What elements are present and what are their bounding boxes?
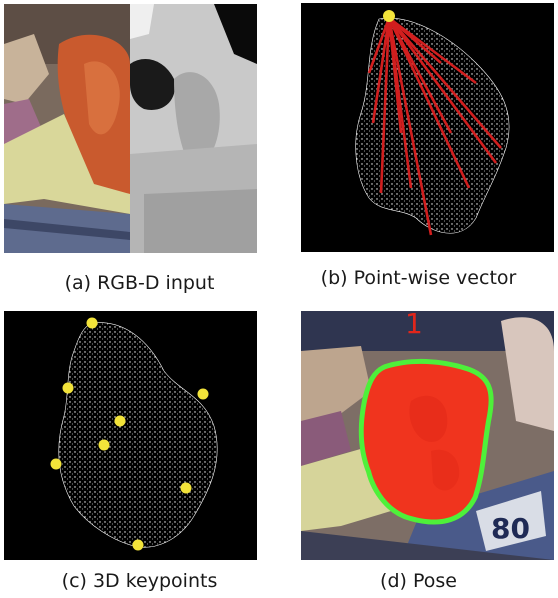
keypoint	[98, 439, 110, 451]
vector-lines	[367, 16, 502, 236]
svg-text:80: 80	[491, 512, 530, 545]
rgbd-input-image	[4, 4, 257, 253]
rgbd-input-panel	[4, 4, 257, 253]
keypoint	[197, 388, 209, 400]
pose-label-number: 1	[405, 311, 423, 340]
caption-pose: (d) Pose	[380, 570, 457, 592]
keypoint	[86, 317, 98, 329]
object-point-cloud	[58, 322, 218, 548]
keypoint	[50, 458, 62, 470]
pointwise-vector-cloud	[355, 10, 510, 236]
pose-panel: 80 1	[301, 311, 554, 560]
keypoint	[132, 539, 144, 551]
keypoints-panel	[4, 311, 257, 560]
pointwise-vector-panel	[301, 3, 554, 252]
caption-rgbd-input: (a) RGB-D input	[64, 272, 215, 294]
caption-3d-keypoints: (c) 3D keypoints	[61, 570, 218, 592]
pose-image: 80	[301, 311, 554, 560]
caption-pointwise-vector: (b) Point-wise vector	[320, 267, 517, 289]
keypoint	[114, 415, 126, 427]
keypoint	[62, 382, 74, 394]
keypoints-cloud	[50, 317, 218, 551]
keypoint-markers	[50, 317, 209, 551]
keypoint	[180, 482, 192, 494]
vector-keypoint	[383, 10, 395, 22]
